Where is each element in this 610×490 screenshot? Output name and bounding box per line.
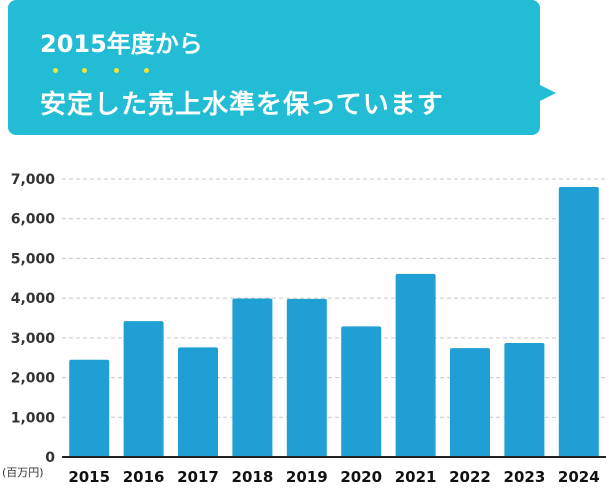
y-tick-label: 4,000 [11,291,56,307]
bar [450,348,490,457]
x-tick-label: 2024 [558,468,600,486]
x-tick-label: 2017 [177,468,219,486]
x-tick-label: 2021 [395,468,437,486]
y-tick-label: 0 [45,450,55,466]
bar [232,298,273,457]
emphasis-dot [53,68,58,73]
emphasis-dot [82,68,87,73]
bar [69,359,110,457]
y-tick-label: 1,000 [11,410,56,426]
emphasis-dot [144,68,149,73]
headline-line1: 2015年度から [40,30,203,58]
x-tick-label: 2023 [504,468,546,486]
headline-line2: 安定した売上水準を保っています [40,90,444,120]
y-tick-label: 2,000 [11,371,56,387]
y-tick-label: 7,000 [11,172,56,188]
bar [558,186,599,457]
y-tick-label: 5,000 [11,251,56,267]
x-tick-label: 2015 [68,468,110,486]
x-tick-label: 2019 [286,468,328,486]
x-tick-label: 2018 [232,468,274,486]
bar [504,343,545,457]
bar [341,326,382,457]
y-axis-unit: (百万円) [2,466,44,479]
emphasis-dot [114,68,119,73]
x-tick-label: 2016 [123,468,165,486]
bar [395,273,436,457]
y-tick-label: 6,000 [11,212,56,228]
emphasis-dots [0,68,610,78]
headline-bubble [8,0,540,135]
bar [178,347,218,457]
bar [123,321,164,457]
y-tick-label: 3,000 [11,331,56,347]
x-tick-label: 2020 [340,468,382,486]
bubble-tail [538,84,556,102]
x-tick-label: 2022 [449,468,491,486]
bar [286,298,327,457]
